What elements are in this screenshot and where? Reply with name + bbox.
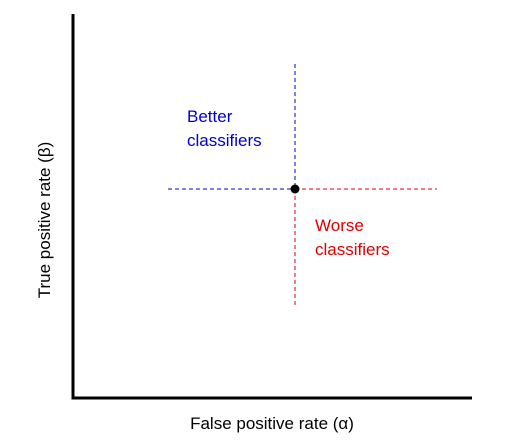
better-classifiers-label: Better classifiers bbox=[187, 107, 262, 150]
worse-classifiers-label: Worse classifiers bbox=[315, 216, 390, 259]
worse-label-line-1: Worse bbox=[315, 216, 364, 235]
y-axis-label: True positive rate (β) bbox=[35, 142, 54, 299]
x-axis-label: False positive rate (α) bbox=[190, 414, 354, 433]
better-label-line-2: classifiers bbox=[187, 131, 262, 150]
better-label-line-1: Better bbox=[187, 107, 233, 126]
worse-label-line-2: classifiers bbox=[315, 240, 390, 259]
classifier-point bbox=[290, 184, 300, 194]
